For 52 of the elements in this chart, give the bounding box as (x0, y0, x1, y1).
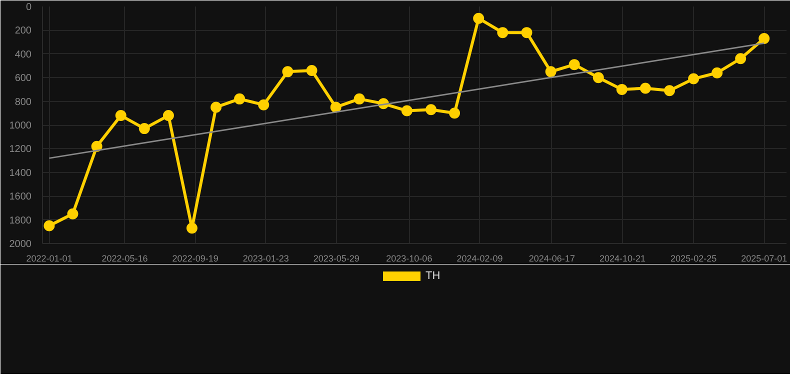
x-tick-label: 2024-06-17 (528, 254, 575, 264)
y-tick-label: 0 (26, 2, 32, 13)
y-tick-label: 1800 (9, 215, 32, 226)
point (568, 59, 580, 70)
point (688, 73, 700, 84)
y-tick-label: 400 (14, 49, 32, 60)
point (449, 108, 460, 119)
point (354, 93, 365, 104)
y-tick-label: 1600 (9, 192, 32, 203)
point (758, 33, 770, 44)
point (115, 110, 126, 122)
point (616, 84, 628, 95)
x-tick-label: 2022-01-01 (26, 254, 72, 264)
legend-label: TH (426, 270, 442, 282)
y-tick-label: 1200 (9, 144, 32, 156)
x-tick-label: 2025-07-01 (741, 254, 788, 264)
point (210, 102, 222, 113)
y-tick-label: 1400 (9, 168, 32, 179)
point (664, 85, 675, 96)
x-tick-label: 2022-05-16 (102, 254, 148, 264)
x-tick-label: 2022-09-19 (172, 254, 218, 264)
point (426, 104, 437, 116)
y-tick-label: 200 (14, 26, 32, 37)
point (234, 93, 246, 104)
x-tick-label: 2023-10-06 (386, 254, 432, 264)
point (330, 102, 342, 113)
point (592, 72, 604, 84)
point (735, 53, 746, 64)
point (138, 123, 150, 134)
point (640, 82, 651, 94)
point (712, 67, 723, 78)
point (186, 222, 198, 234)
x-tick-label: 2024-02-09 (456, 254, 503, 264)
point (473, 12, 484, 24)
y-tick-label: 600 (14, 73, 32, 84)
point (258, 99, 270, 110)
y-tick-label: 1000 (9, 120, 32, 132)
point (67, 208, 78, 220)
point (497, 27, 508, 38)
point (401, 105, 412, 116)
y-tick-label: 800 (14, 96, 32, 108)
x-tick-label: 2023-05-29 (313, 254, 360, 264)
y-tick-label: 2000 (9, 239, 32, 250)
point (545, 66, 556, 78)
point (162, 110, 174, 122)
x-tick-label: 2023-01-23 (242, 254, 289, 264)
x-tick-label: 2025-02-25 (670, 254, 717, 264)
x-tick-label: 2024-10-21 (599, 254, 646, 264)
point (282, 66, 294, 78)
point (44, 220, 55, 232)
point (306, 65, 318, 76)
point (521, 27, 532, 38)
